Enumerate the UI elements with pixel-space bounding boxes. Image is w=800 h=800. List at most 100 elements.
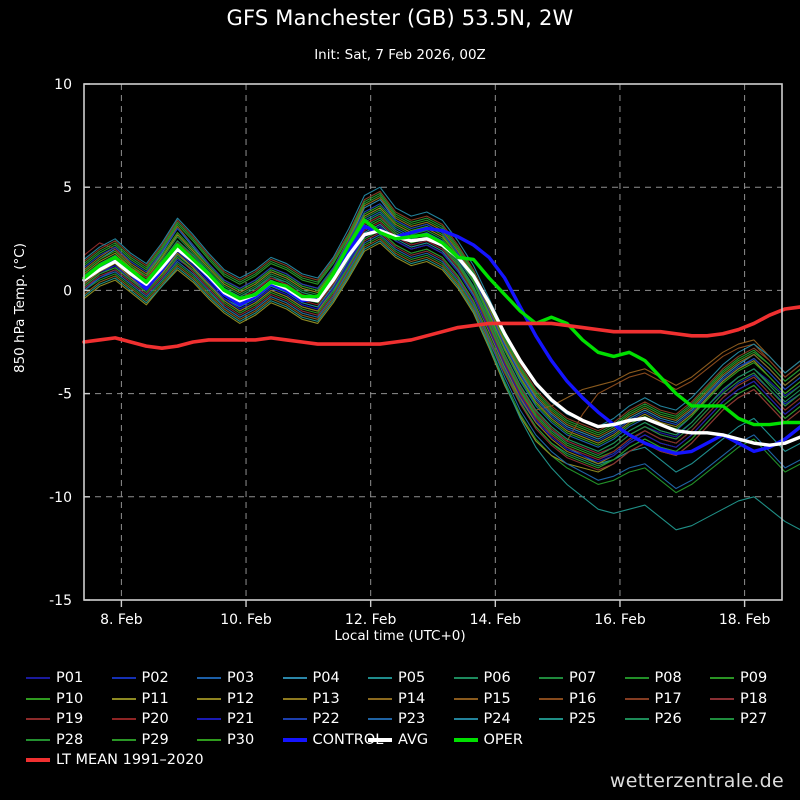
legend-item-p24[interactable]: P24 xyxy=(453,711,540,727)
legend-item-p13[interactable]: P13 xyxy=(282,690,369,707)
legend-item-p30[interactable]: P30 xyxy=(197,732,283,748)
series-line xyxy=(83,192,800,434)
legend-item-p17[interactable]: P17 xyxy=(624,691,711,707)
legend-item-p16[interactable]: P16 xyxy=(539,691,625,707)
x-tick-label: 18. Feb xyxy=(719,612,771,628)
legend-swatch-icon xyxy=(368,697,392,700)
legend-swatch-icon xyxy=(453,697,478,700)
series-line xyxy=(83,232,800,471)
legend-label: P13 xyxy=(312,690,340,707)
ensemble-plot: 10 5 0 -5 -10 -15 8. Feb 10. Feb 12. Feb 14. Feb 1… xyxy=(49,77,800,628)
legend-label: OPER xyxy=(483,731,523,748)
legend-item-p27[interactable]: P27 xyxy=(710,711,796,727)
legend-swatch-icon xyxy=(453,718,478,721)
series-line xyxy=(83,186,800,428)
legend-swatch-icon xyxy=(26,718,50,721)
x-axis-label: Local time (UTC+0) xyxy=(334,628,466,644)
legend-row: P10 P11 P12 P13 P14 P15 P16 P17 P18 xyxy=(26,689,796,710)
legend-item-p02[interactable]: P02 xyxy=(111,670,198,687)
legend-label: P23 xyxy=(398,711,426,728)
legend-item-p21[interactable]: P21 xyxy=(197,711,283,727)
legend-label: P22 xyxy=(312,711,340,728)
legend-swatch-icon xyxy=(710,718,734,721)
y-tick-label: 5 xyxy=(63,180,72,196)
legend-item-p15[interactable]: P15 xyxy=(453,691,540,707)
legend-item-p05[interactable]: P05 xyxy=(368,670,454,686)
series-line xyxy=(83,225,800,463)
legend-item-p07[interactable]: P07 xyxy=(539,670,625,686)
legend-item-p04[interactable]: P04 xyxy=(282,670,369,686)
legend-label: P26 xyxy=(654,711,682,728)
y-tick-label: -15 xyxy=(49,593,72,609)
legend-label: P25 xyxy=(569,711,597,728)
legend-item-p26[interactable]: P26 xyxy=(624,711,711,728)
legend-item-lt-mean-1991-2020[interactable]: LT MEAN 1991–2020 xyxy=(26,752,204,768)
legend-swatch-icon xyxy=(539,697,563,700)
legend-swatch-icon xyxy=(26,677,50,680)
legend-swatch-icon xyxy=(282,697,307,700)
legend-label: CONTROL xyxy=(312,731,384,748)
legend-item-p18[interactable]: P18 xyxy=(710,691,796,707)
legend-item-p25[interactable]: P25 xyxy=(539,711,625,727)
legend-swatch-icon xyxy=(282,718,307,721)
legend-swatch-icon xyxy=(539,677,563,680)
legend-label: P09 xyxy=(740,670,768,687)
legend-item-p28[interactable]: P28 xyxy=(26,732,112,748)
legend-item-p29[interactable]: P29 xyxy=(111,732,198,748)
series-line xyxy=(83,194,800,436)
legend-item-p20[interactable]: P20 xyxy=(111,711,198,728)
legend-item-p09[interactable]: P09 xyxy=(710,670,796,686)
y-tick-label: 0 xyxy=(63,283,72,299)
legend-label: P18 xyxy=(740,690,768,707)
legend-item-oper[interactable]: OPER xyxy=(453,731,540,748)
legend-item-p22[interactable]: P22 xyxy=(282,711,369,728)
legend-swatch-icon xyxy=(111,677,136,680)
legend-label: P12 xyxy=(227,690,255,707)
legend-swatch-icon xyxy=(539,718,563,721)
legend-row: P28 P29 P30 CONTROL AVG OPER xyxy=(26,730,796,751)
y-tick-label: -10 xyxy=(49,490,72,506)
series-line xyxy=(82,305,800,350)
series-line xyxy=(83,223,800,473)
plot-frame xyxy=(83,83,783,601)
x-tick-label: 14. Feb xyxy=(470,612,522,628)
legend-label: P30 xyxy=(227,731,255,748)
legend-label: P02 xyxy=(141,670,169,687)
legend-swatch-icon xyxy=(368,737,392,742)
series-line xyxy=(83,229,800,469)
legend-label: P21 xyxy=(227,711,255,728)
legend-label: P28 xyxy=(56,731,84,748)
legend-swatch-icon xyxy=(111,697,136,700)
legend-swatch-icon xyxy=(710,697,734,700)
series-line xyxy=(83,190,800,432)
legend-item-p06[interactable]: P06 xyxy=(453,670,540,687)
legend-item-p12[interactable]: P12 xyxy=(197,691,283,707)
legend-item-p03[interactable]: P03 xyxy=(197,670,283,686)
legend-label: P07 xyxy=(569,670,597,687)
legend-label: P03 xyxy=(227,670,255,687)
legend-item-p10[interactable]: P10 xyxy=(26,691,112,707)
legend-swatch-icon xyxy=(453,737,478,742)
y-axis-label: 850 hPa Temp. (°C) xyxy=(12,243,28,373)
legend-label: P20 xyxy=(141,711,169,728)
legend-item-control[interactable]: CONTROL xyxy=(282,732,383,748)
legend-item-p11[interactable]: P11 xyxy=(111,691,198,707)
legend-label: P05 xyxy=(398,670,426,687)
legend-item-p14[interactable]: P14 xyxy=(368,691,454,707)
legend-swatch-icon xyxy=(710,677,734,680)
legend-swatch-icon xyxy=(624,697,649,700)
legend-item-p19[interactable]: P19 xyxy=(26,711,112,727)
legend-item-p08[interactable]: P08 xyxy=(624,670,711,686)
legend-swatch-icon xyxy=(624,718,649,721)
legend-item-p01[interactable]: P01 xyxy=(26,670,112,686)
x-tick-label: 10. Feb xyxy=(220,612,272,628)
legend-item-p23[interactable]: P23 xyxy=(368,711,454,727)
legend-row: P19 P20 P21 P22 P23 P24 P25 P26 P27 xyxy=(26,709,796,730)
x-tick-label: 16. Feb xyxy=(594,612,646,628)
legend-label: AVG xyxy=(398,731,429,748)
series-line xyxy=(83,240,800,531)
legend-item-avg[interactable]: AVG xyxy=(368,732,454,748)
legend-label: P06 xyxy=(483,670,511,687)
legend-label: P27 xyxy=(740,711,768,728)
legend-swatch-icon xyxy=(368,718,392,721)
